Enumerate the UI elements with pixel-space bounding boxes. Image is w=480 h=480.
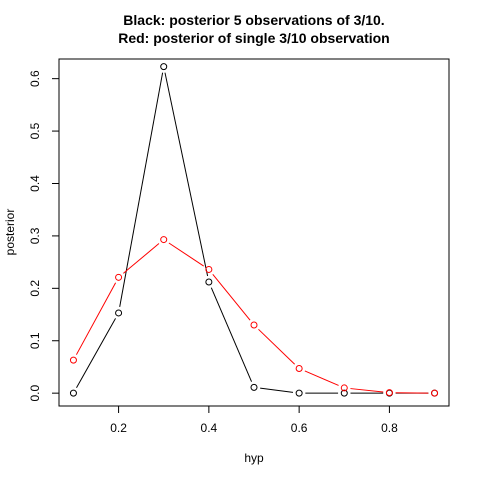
series-1-point [385, 389, 393, 397]
series-1 [69, 236, 439, 397]
series-0-segment [260, 387, 294, 393]
x-tick-label: 0.6 [291, 421, 308, 435]
series-0-segment [164, 72, 209, 277]
x-axis: 0.2 0.4 0.6 0.8 [110, 405, 398, 435]
y-axis: 0.0 0.1 0.2 0.3 0.4 0.5 0.6 [28, 70, 60, 402]
y-tick-label: 0.0 [28, 384, 42, 401]
series-0-point [115, 309, 123, 317]
series-0-segment [119, 72, 164, 307]
series-1-segment [258, 328, 296, 365]
plot-frame [58, 58, 450, 407]
series-1-point [250, 321, 258, 329]
series-1-segment [350, 388, 384, 393]
series-layer [69, 63, 439, 397]
series-0 [69, 63, 439, 397]
y-tick-label: 0.1 [28, 332, 42, 349]
chart-title-line-2: Red: posterior of single 3/10 observatio… [118, 30, 390, 46]
series-1-segment [168, 242, 204, 267]
series-1-segment [75, 282, 117, 355]
series-1-segment [123, 243, 160, 274]
y-tick-label: 0.4 [28, 175, 42, 192]
series-0-point [69, 389, 77, 397]
y-tick-label: 0.6 [28, 70, 42, 87]
x-axis-label: hyp [244, 451, 264, 465]
series-1-point [115, 273, 123, 281]
series-1-point [160, 236, 168, 244]
series-0-segment [76, 318, 116, 389]
series-0-point [295, 389, 303, 397]
series-1-point [205, 265, 213, 273]
series-0-segment [210, 287, 253, 382]
y-tick-label: 0.2 [28, 280, 42, 297]
series-1-point [69, 356, 77, 364]
x-tick-label: 0.8 [381, 421, 398, 435]
series-0-point [250, 383, 258, 391]
series-0-point [340, 389, 348, 397]
x-tick-label: 0.2 [110, 421, 127, 435]
x-tick-label: 0.4 [201, 421, 218, 435]
y-tick-label: 0.5 [28, 122, 42, 139]
series-0-point [205, 278, 213, 286]
chart-title-line-1: Black: posterior 5 observations of 3/10. [123, 12, 384, 28]
series-1-point [340, 384, 348, 392]
series-1-point [295, 365, 303, 373]
series-1-point [431, 389, 439, 397]
series-1-segment [304, 370, 339, 386]
series-0-point [160, 63, 168, 71]
y-tick-label: 0.3 [28, 227, 42, 244]
y-axis-label: posterior [3, 209, 17, 256]
series-1-segment [212, 273, 251, 321]
